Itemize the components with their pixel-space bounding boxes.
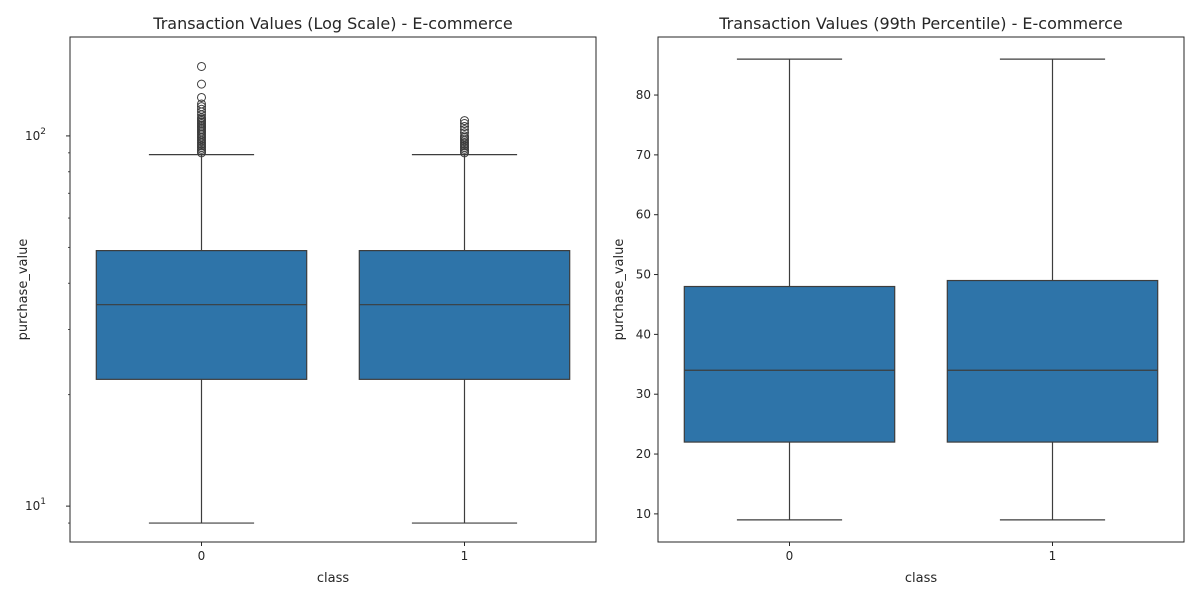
box-group-class-0 [95,61,308,524]
left-y-axis-label: purchase_value [16,239,31,341]
outlier-point [197,99,206,109]
right-x-axis-label: class [905,571,937,586]
left-plot-frame [69,36,597,543]
outlier-point [197,104,206,114]
outlier-point [460,116,469,126]
y-tick-label: 101 [25,497,46,513]
left-chart-title: Transaction Values (Log Scale) - E-comme… [152,14,512,33]
y-tick-label: 102 [25,127,46,143]
right-y-axis-label: purchase_value [612,239,627,341]
y-tick-label: 10 [636,507,651,521]
outlier-point [460,125,469,135]
x-tick-label: 0 [786,549,794,563]
y-tick-label: 20 [636,447,651,461]
y-tick-label: 60 [636,208,651,222]
iqr-box [95,250,308,380]
outlier-point [460,119,469,129]
outlier-point [460,131,469,141]
box-group-class-0 [683,58,896,521]
x-tick-label: 1 [461,549,469,563]
left-plot-marks: 101 102 0 1 [25,61,571,563]
right-plot-marks: 10 20 30 40 50 60 70 80 0 1 [636,58,1159,563]
right-chart-title: Transaction Values (99th Percentile) - E… [718,14,1123,33]
box-group-class-1 [946,58,1159,521]
left-x-axis-label: class [317,571,349,586]
iqr-box [946,279,1159,443]
outlier-point [197,92,206,102]
x-tick-label: 1 [1049,549,1057,563]
outlier-point [197,61,206,71]
y-tick-label: 50 [636,268,651,282]
right-boxplot-panel: Transaction Values (99th Percentile) - E… [612,14,1185,586]
outlier-point [460,122,469,132]
y-tick-label: 30 [636,387,651,401]
y-tick-label: 80 [636,88,651,102]
y-tick-label: 40 [636,327,651,341]
y-tick-label: 70 [636,148,651,162]
iqr-box [358,250,571,380]
outlier-point [197,102,206,112]
iqr-box [683,285,896,443]
outlier-point [197,79,206,89]
left-boxplot-panel: Transaction Values (Log Scale) - E-comme… [16,14,597,586]
right-plot-frame [657,36,1185,543]
box-group-class-1 [358,116,571,524]
outlier-point [460,128,469,138]
x-tick-label: 0 [198,549,206,563]
